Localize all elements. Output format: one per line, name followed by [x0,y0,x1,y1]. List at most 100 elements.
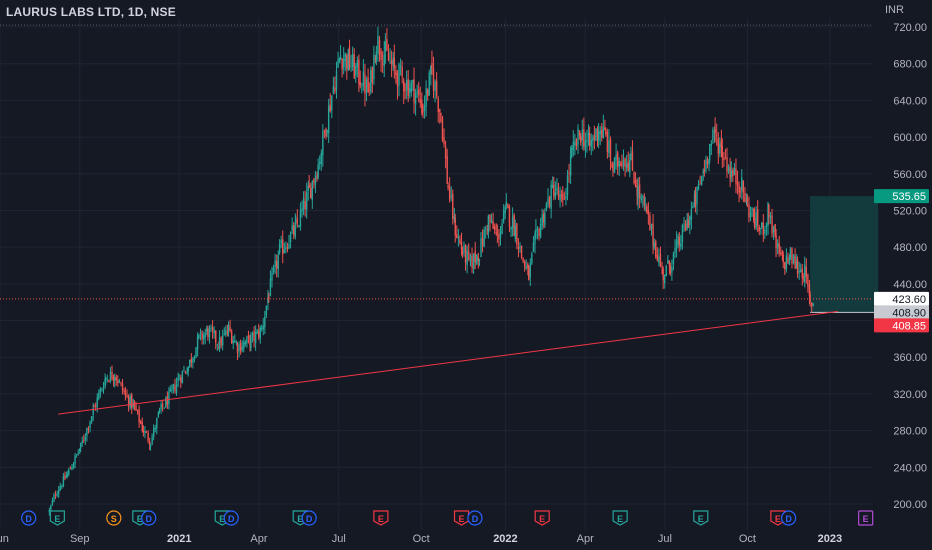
candle-body [490,219,493,224]
candle-body [583,129,585,147]
candle-body [780,253,782,254]
dividend-marker[interactable] [301,510,317,526]
candle-body [719,143,721,154]
candle-body [453,215,456,219]
candle-body [347,49,350,71]
candle-body [69,468,72,470]
candle-body [286,247,289,249]
candle-body [196,336,199,350]
candle-body [62,476,65,487]
candle-body [84,436,87,441]
candle-body [204,333,206,338]
dividend-marker[interactable] [781,510,797,526]
candle-body [102,388,105,390]
price-label: 423.60 [892,294,926,306]
candle-body [700,176,703,185]
candle-body [48,510,50,512]
candle-body [456,234,458,238]
candle-body [101,389,103,391]
candle-body [689,216,691,226]
candle-body [335,70,338,90]
candle-body [380,51,382,60]
candle-body [288,244,290,249]
candle-body [466,250,468,265]
earnings-marker[interactable] [693,510,709,526]
candle-body [158,410,161,412]
candle-body [522,258,524,262]
candle-body [410,82,413,92]
candle-body [381,63,384,65]
candle-body [280,240,282,244]
earnings-marker[interactable] [453,510,470,526]
candle-body [145,431,148,433]
earnings-marker[interactable] [770,510,786,526]
candle-body [602,126,605,139]
candle-body [791,248,793,264]
candle-body [377,36,379,54]
currency-label: INR [885,4,904,16]
candle-body [186,373,188,375]
candle-body [83,439,85,441]
candle-body [112,377,115,380]
candle-body [559,194,561,201]
candle-body [495,232,497,234]
candle-body [198,334,200,338]
earnings-marker[interactable] [612,510,628,526]
dividend-marker[interactable] [223,510,239,526]
candle-body [114,377,116,381]
candle-body [120,382,122,384]
candle-body [443,137,445,145]
candle-body [729,167,731,180]
candle-body [259,327,262,339]
candle-body [633,172,635,183]
candle-body [277,254,279,270]
x-tick-label: 2021 [167,533,191,545]
candle-body [244,342,247,345]
candle-body [762,222,764,235]
candle-body [79,442,82,449]
event-letter: E [137,514,143,524]
candle-body [744,192,746,203]
dividend-marker[interactable] [141,510,157,526]
candle-body [59,486,61,491]
candle-body [715,134,718,136]
earnings-marker[interactable] [534,510,550,526]
dividend-marker[interactable] [21,510,37,526]
candle-body [441,116,444,141]
earnings-marker[interactable] [373,510,389,526]
trendline[interactable] [58,310,838,415]
x-tick-label: Apr [250,533,267,545]
candle-body [77,452,79,455]
candle-body [508,206,511,227]
candle-body [160,404,162,410]
candle-body [236,344,239,353]
candle-body [511,216,514,229]
candle-body [672,253,675,265]
earnings-marker[interactable] [858,510,874,526]
split-marker[interactable] [106,510,122,526]
candle-body [787,257,789,263]
x-tick-label: Jul [658,533,672,545]
candle-body [192,358,194,363]
x-tick-label: Jun [0,533,9,545]
candle-body [478,258,481,261]
price-label: 535.65 [892,191,926,203]
candle-body [267,297,269,304]
candle-body [613,158,616,173]
dividend-marker[interactable] [467,510,483,526]
candle-body [168,391,170,405]
candle-body [644,203,646,205]
candle-body [57,489,60,495]
earnings-marker[interactable] [49,510,65,526]
candle-body [61,486,63,487]
candle-body [135,405,137,411]
y-tick-label: 280.00 [893,426,927,438]
y-tick-label: 600.00 [893,132,927,144]
candle-body [538,228,540,237]
candle-body [717,138,719,154]
candle-body [227,324,230,331]
candle-body [625,163,628,169]
candle-body [658,256,660,264]
candle-body [630,153,632,161]
